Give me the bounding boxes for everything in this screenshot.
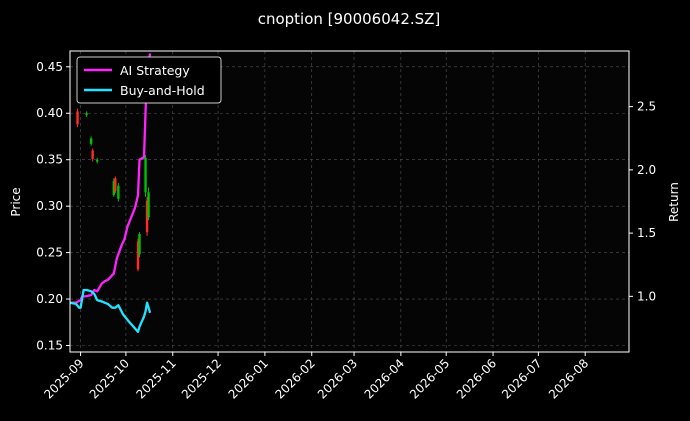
legend-box	[76, 56, 222, 104]
candle-body	[144, 157, 147, 193]
candle-body	[85, 113, 88, 116]
y-tick-label: 0.15	[36, 338, 63, 352]
buyhold-line	[69, 288, 152, 333]
strategy-line	[70, 53, 152, 304]
y-axis-right: 1.0 1.5 2.0 2.5	[629, 100, 656, 303]
candle-body	[114, 178, 117, 192]
legend-label-strategy: AI Strategy	[120, 63, 190, 78]
y2-tick-label: 2.0	[637, 163, 656, 177]
y-tick-label: 0.35	[36, 153, 63, 167]
y2-tick-label: 2.5	[637, 100, 656, 114]
y-axis-label: Price	[9, 187, 23, 216]
legend: AI Strategy Buy-and-Hold	[76, 56, 222, 104]
y-tick-label: 0.30	[36, 199, 63, 213]
gridlines	[70, 51, 629, 352]
candle-body	[76, 111, 79, 125]
candle-body	[95, 159, 99, 162]
y2-axis-label: Return	[667, 182, 681, 222]
candle-body	[136, 241, 140, 270]
chart-title: cnoption [90006042.SZ]	[258, 10, 441, 28]
candle-body	[112, 181, 116, 195]
y2-tick-label: 1.0	[637, 289, 656, 303]
candle-body	[138, 234, 141, 255]
y-axis-left: 0.15 0.20 0.25 0.30 0.35 0.40 0.45	[36, 60, 70, 352]
legend-label-buyhold: Buy-and-Hold	[120, 83, 205, 98]
candle-body	[147, 192, 150, 218]
y2-tick-label: 1.5	[637, 226, 656, 240]
y-tick-label: 0.25	[36, 246, 63, 260]
candle-body	[117, 185, 120, 199]
plot-frame	[69, 50, 630, 353]
return-series	[69, 53, 152, 333]
candle-body	[89, 138, 93, 144]
candle-body	[91, 150, 94, 159]
y-tick-label: 0.40	[36, 106, 63, 120]
y-tick-label: 0.20	[36, 292, 63, 306]
candle-body	[145, 200, 149, 233]
price-candles	[76, 108, 150, 272]
y-tick-label: 0.45	[36, 60, 63, 74]
